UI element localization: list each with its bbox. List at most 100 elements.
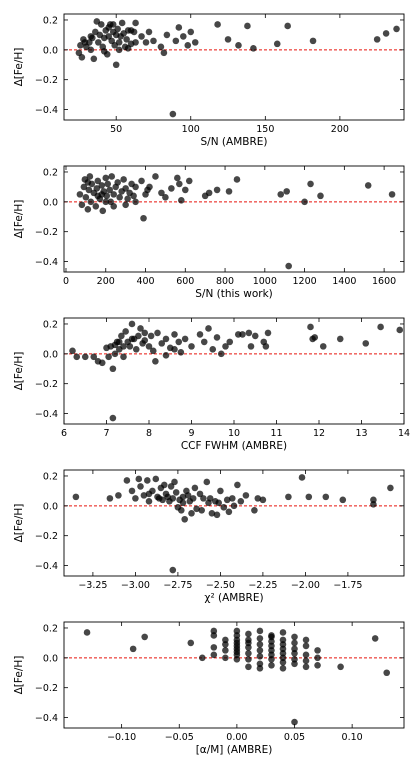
data-point — [145, 490, 153, 498]
axes-frame — [63, 621, 405, 729]
data-point — [109, 21, 117, 28]
data-point — [171, 331, 178, 338]
data-point — [187, 639, 195, 647]
x-tick-label: −2.50 — [206, 580, 235, 591]
data-point — [145, 28, 153, 36]
data-point — [259, 496, 267, 504]
data-point — [115, 338, 123, 346]
data-point — [138, 177, 145, 185]
y-tick-label: −0.2 — [35, 227, 58, 238]
data-point — [251, 507, 258, 514]
x-tick-label: 600 — [176, 276, 194, 287]
data-point — [302, 663, 310, 671]
data-point — [87, 198, 95, 206]
data-point — [140, 492, 148, 499]
data-point — [179, 499, 187, 507]
x-tick-label: −0.10 — [107, 732, 136, 743]
data-point — [210, 644, 218, 651]
y-tick-label: 0.0 — [43, 653, 58, 664]
data-point — [169, 110, 177, 118]
data-point — [206, 495, 214, 502]
data-point — [322, 493, 330, 501]
data-point — [172, 489, 180, 496]
y-tick-label: 0.0 — [43, 349, 58, 360]
data-point — [393, 25, 400, 33]
data-point — [245, 630, 252, 638]
data-point — [102, 174, 110, 182]
scatter-panel-2: 0 200 400 600 800 1000 1200 1400 1600 0.2 0.0 −0.2 −… — [13, 165, 405, 300]
data-point — [128, 320, 136, 328]
data-point — [319, 343, 327, 350]
data-point — [185, 177, 193, 185]
x-tick-label: −0.05 — [165, 732, 194, 743]
data-point — [176, 180, 183, 188]
data-point — [179, 493, 187, 501]
data-point — [84, 206, 92, 213]
data-point — [145, 498, 153, 505]
data-point — [137, 325, 144, 332]
data-point — [199, 654, 206, 662]
y-tick-label: 0.2 — [43, 15, 58, 26]
data-point — [235, 42, 242, 49]
data-point — [247, 343, 255, 350]
data-point — [250, 45, 257, 52]
data-point — [191, 484, 199, 492]
data-point — [205, 189, 213, 197]
data-point — [225, 188, 233, 195]
scatter-panel-1: 50 100 150 200 0.2 0.0 −0.2 −0.4 S/N (AMBRE) Δ[Fe… — [13, 13, 405, 148]
data-point — [268, 656, 275, 663]
data-point — [118, 332, 125, 340]
data-point — [69, 347, 76, 355]
data-point — [169, 566, 177, 574]
x-tick-label: 1400 — [332, 276, 356, 287]
data-point — [108, 173, 116, 180]
x-tick-label: 6 — [61, 428, 67, 439]
data-point — [191, 39, 199, 46]
x-tick-label: 1000 — [253, 276, 277, 287]
data-point — [214, 21, 221, 28]
data-point — [84, 179, 92, 186]
axes-frame — [63, 469, 405, 577]
data-point — [188, 510, 195, 517]
data-point — [362, 340, 370, 347]
y-tick-label: −0.2 — [35, 379, 58, 390]
data-point — [129, 645, 137, 653]
data-point — [168, 185, 175, 192]
data-point — [78, 201, 86, 209]
x-tick-label: 1600 — [372, 276, 396, 287]
data-point — [188, 343, 195, 350]
x-tick-label: 0.05 — [284, 732, 305, 743]
data-point — [120, 176, 127, 183]
data-point — [291, 718, 298, 726]
data-point — [237, 498, 245, 505]
data-point — [109, 365, 117, 373]
data-point — [163, 31, 171, 39]
data-point — [364, 182, 372, 189]
data-point — [370, 496, 377, 504]
y-tick-label: 0.0 — [43, 45, 58, 56]
data-point — [175, 338, 183, 346]
y-axis-label: Δ[Fe/H] — [13, 656, 25, 695]
data-point — [85, 186, 93, 194]
data-point — [317, 192, 324, 200]
data-point — [200, 338, 208, 346]
data-point — [314, 654, 321, 662]
data-point — [149, 347, 157, 355]
data-point — [90, 55, 98, 63]
x-tick-label: 1200 — [292, 276, 316, 287]
data-point — [283, 188, 290, 195]
data-point — [112, 61, 120, 69]
x-tick-label: 13 — [355, 428, 367, 439]
data-point — [225, 508, 233, 516]
data-point — [140, 214, 147, 222]
data-point — [122, 328, 129, 335]
data-point — [279, 659, 287, 666]
data-point — [141, 337, 149, 344]
data-point — [298, 474, 306, 481]
x-tick-label: 12 — [313, 428, 325, 439]
data-point — [256, 635, 264, 642]
data-point — [223, 496, 231, 504]
x-axis-label: CCF FWHM (AMBRE) — [181, 440, 287, 452]
y-tick-label: 0.2 — [43, 319, 58, 330]
data-point — [256, 647, 264, 654]
